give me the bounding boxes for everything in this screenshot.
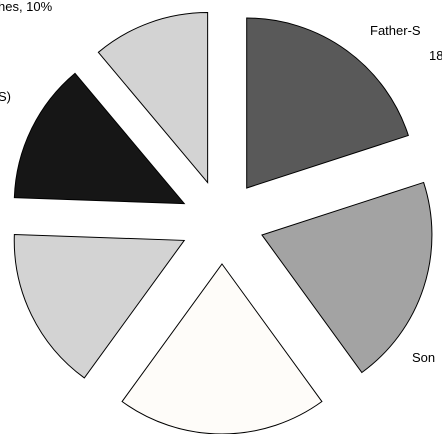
pie-slice-2	[261, 181, 433, 374]
slice-value-label-1: 18	[429, 48, 442, 63]
pie-slice-4	[13, 233, 186, 379]
pie-slice-1	[246, 17, 409, 189]
pie-slice-3	[121, 263, 323, 434]
slice-label-6: hes, 10%	[0, 0, 53, 14]
pie-slices	[13, 12, 433, 434]
slice-label-5: S)	[0, 89, 11, 104]
pie-slice-6	[97, 12, 209, 184]
slice-label-2: Son	[412, 350, 435, 365]
slice-labels: Father-S 18 Son S) hes, 10%	[0, 0, 442, 365]
slice-label-1: Father-S	[370, 23, 421, 38]
pie-slice-5	[13, 72, 186, 205]
